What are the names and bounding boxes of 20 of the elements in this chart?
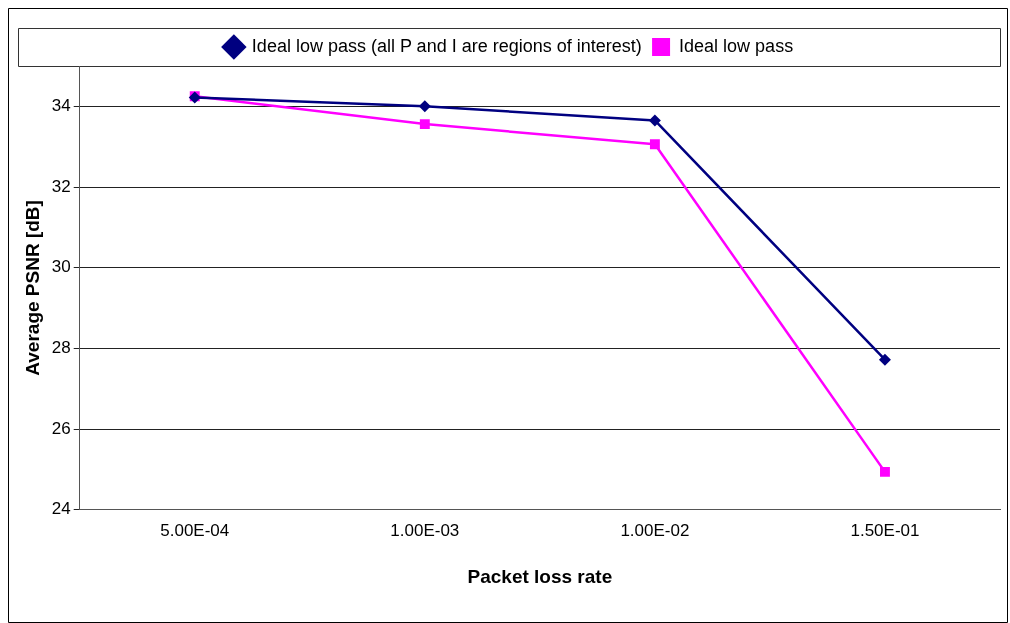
y-tick-label: 26 xyxy=(51,418,71,438)
y-tick-label: 28 xyxy=(51,338,71,358)
y-tick-label: 34 xyxy=(51,96,71,116)
x-tick-label: 5.00E-04 xyxy=(160,520,230,540)
y-tick-label: 30 xyxy=(51,257,71,277)
legend-label: Ideal low pass (all P and I are regions of interest) xyxy=(251,35,642,56)
y-axis-title: Average PSNR [dB] xyxy=(21,200,43,376)
point xyxy=(418,100,431,113)
legend-label: Ideal low pass xyxy=(679,35,794,56)
point xyxy=(419,119,430,130)
x-tick-label: 1.50E-01 xyxy=(850,520,920,540)
point xyxy=(878,353,891,366)
x-tick-label: 1.00E-03 xyxy=(390,520,460,540)
y-tick-label: 24 xyxy=(51,499,71,519)
point xyxy=(880,466,890,477)
x-axis-title: Packet loss rate xyxy=(467,565,613,587)
x-tick-label: 1.00E-02 xyxy=(620,520,690,540)
point xyxy=(648,114,661,127)
y-tick-label: 32 xyxy=(51,176,71,196)
point xyxy=(649,139,660,150)
